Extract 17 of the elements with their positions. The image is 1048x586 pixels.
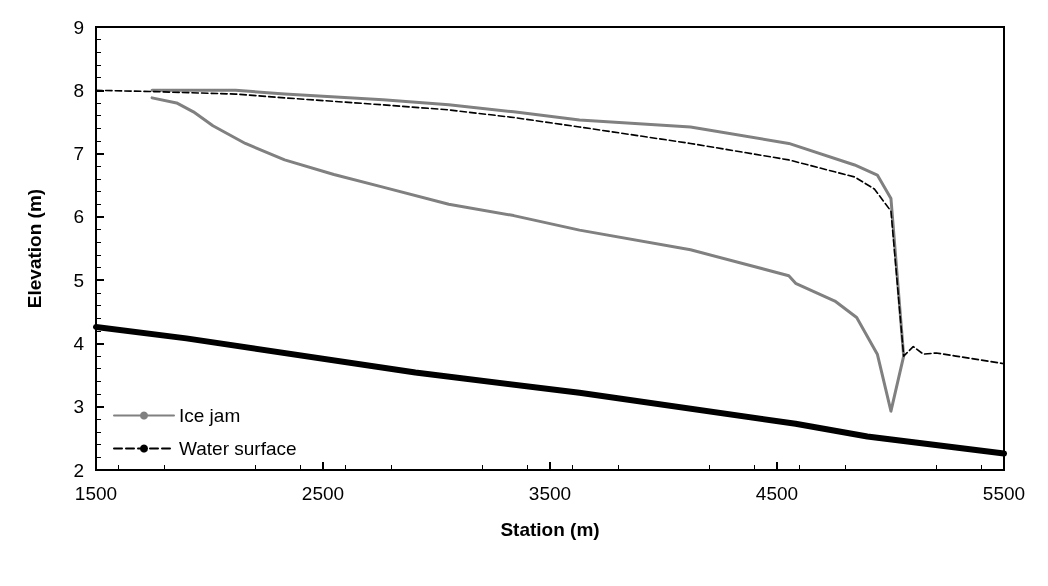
- y-tick-label: 9: [73, 16, 84, 38]
- y-tick-label: 3: [73, 396, 84, 418]
- x-tick-label: 1500: [74, 483, 118, 504]
- x-tick-label: 5500: [982, 483, 1026, 504]
- y-axis-title: Elevation (m): [24, 188, 45, 309]
- y-tick-label: 5: [73, 269, 84, 291]
- y-tick-label: 8: [73, 79, 84, 101]
- x-tick-label: 3500: [528, 483, 572, 504]
- legend-label: Water surface: [179, 438, 297, 459]
- x-tick-label: 2500: [301, 483, 345, 504]
- y-tick-label: 4: [73, 332, 85, 354]
- y-tick-label: 2: [73, 459, 84, 481]
- y-tick-label: 6: [73, 206, 84, 228]
- y-tick-label: 7: [73, 143, 84, 165]
- x-axis-title: Station (m): [500, 519, 600, 540]
- x-tick-label: 4500: [755, 483, 799, 504]
- legend-label: Ice jam: [179, 405, 241, 426]
